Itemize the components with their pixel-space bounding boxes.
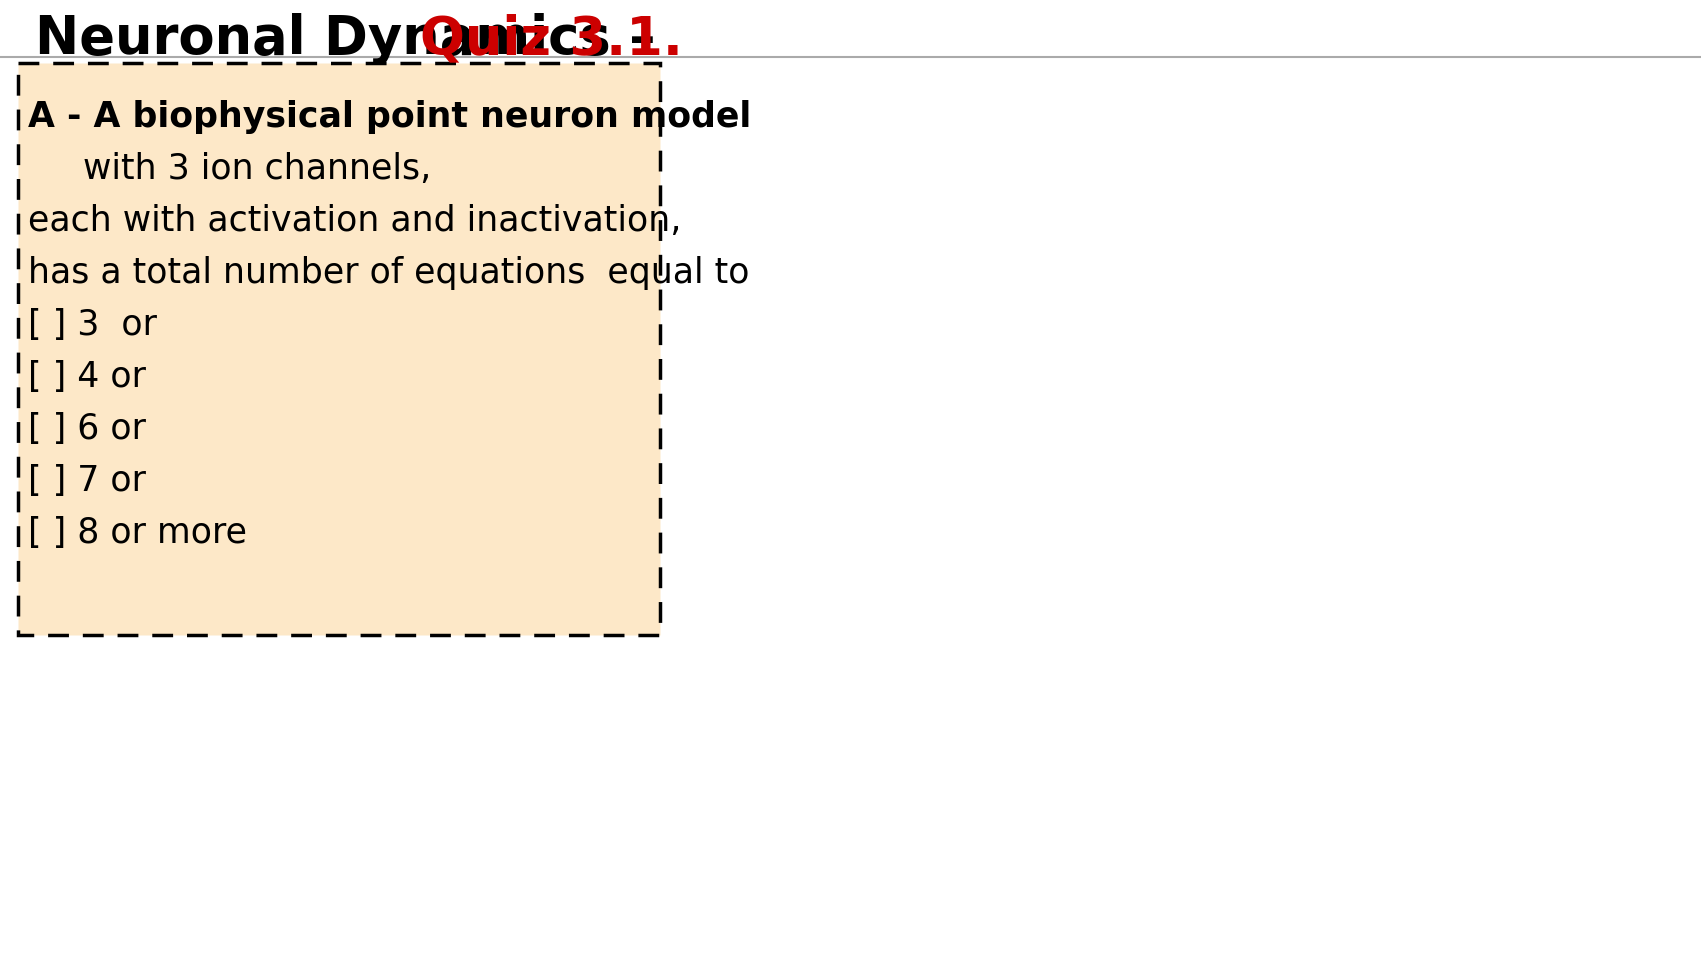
Text: Neuronal Dynamics –: Neuronal Dynamics – xyxy=(36,13,692,65)
Text: each with activation and inactivation,: each with activation and inactivation, xyxy=(27,204,682,238)
Text: [ ] 6 or: [ ] 6 or xyxy=(27,412,146,446)
Text: Quiz 3.1.: Quiz 3.1. xyxy=(420,13,682,65)
Text: [ ] 7 or: [ ] 7 or xyxy=(27,464,146,498)
Text: has a total number of equations  equal to: has a total number of equations equal to xyxy=(27,256,750,290)
Text: A - A biophysical point neuron model: A - A biophysical point neuron model xyxy=(27,100,752,134)
Text: with 3 ion channels,: with 3 ion channels, xyxy=(27,152,432,186)
Text: [ ] 8 or more: [ ] 8 or more xyxy=(27,516,247,550)
Text: [ ] 4 or: [ ] 4 or xyxy=(27,360,146,394)
FancyBboxPatch shape xyxy=(19,63,660,635)
Text: [ ] 3  or: [ ] 3 or xyxy=(27,308,156,342)
